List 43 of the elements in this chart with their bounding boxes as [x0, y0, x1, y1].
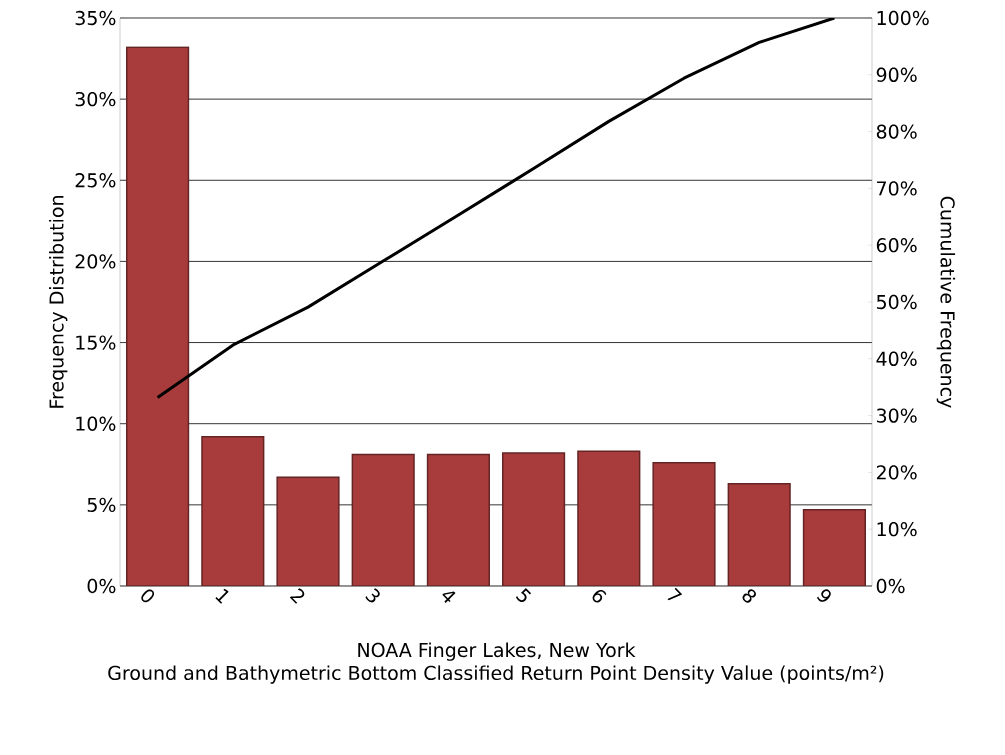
y2-tick-label: 70% [877, 181, 917, 196]
x-tick-label: 3 [365, 588, 380, 603]
y-tick-label: 35% [75, 10, 116, 26]
y-tick-label: 30% [75, 91, 116, 107]
x-tick-label: 5 [515, 588, 532, 603]
y2-axis-title: Cumulative Frequency [936, 196, 956, 408]
y2-tick-label: 10% [877, 522, 917, 537]
x-tick-label: 4 [442, 591, 456, 603]
y-tick-label: 5% [87, 497, 116, 513]
y2-tick-label: 90% [876, 67, 917, 82]
x-tick-label: 8 [742, 589, 757, 603]
y2-tick-label: 30% [876, 408, 917, 423]
bar [276, 476, 340, 586]
x-tick-label: 1 [215, 588, 229, 604]
bar [727, 483, 791, 586]
bar [126, 46, 190, 586]
bar [201, 435, 265, 586]
x-tick-label: 9 [817, 589, 831, 602]
x-axis-title: Ground and Bathymetric Bottom Classified Return Point Density Value (points/m²) [108, 665, 884, 684]
x-tick-label: 6 [592, 589, 607, 603]
y-axis-title: Frequency Distribution [49, 196, 68, 408]
y2-tick-label: 60% [876, 238, 917, 253]
y2-tick-label: 50% [876, 294, 917, 310]
text: NOAA Finger Lakes, New York [358, 642, 636, 661]
x-tick-label: 2 [289, 588, 305, 604]
y2-tick-label: 20% [876, 465, 917, 480]
bar [502, 452, 566, 586]
y2-tick-label: 80% [876, 124, 917, 139]
x-tick-label: 7 [667, 587, 683, 601]
y-tick-label: 20% [75, 254, 116, 269]
bar [351, 453, 415, 586]
bar [802, 508, 866, 586]
y-tick-label: 0% [87, 578, 116, 594]
y-tick-label: 15% [76, 335, 116, 350]
y-tick-label: 10% [76, 416, 116, 431]
y2-tick-label: 0% [876, 578, 905, 594]
x-tick-label: 0 [141, 589, 155, 603]
bar [652, 461, 716, 586]
y2-tick-label: 100% [877, 10, 929, 26]
bar [577, 450, 641, 586]
y2-tick-label: 40% [876, 351, 917, 366]
bar [426, 453, 490, 586]
y-tick-label: 25% [75, 173, 116, 188]
